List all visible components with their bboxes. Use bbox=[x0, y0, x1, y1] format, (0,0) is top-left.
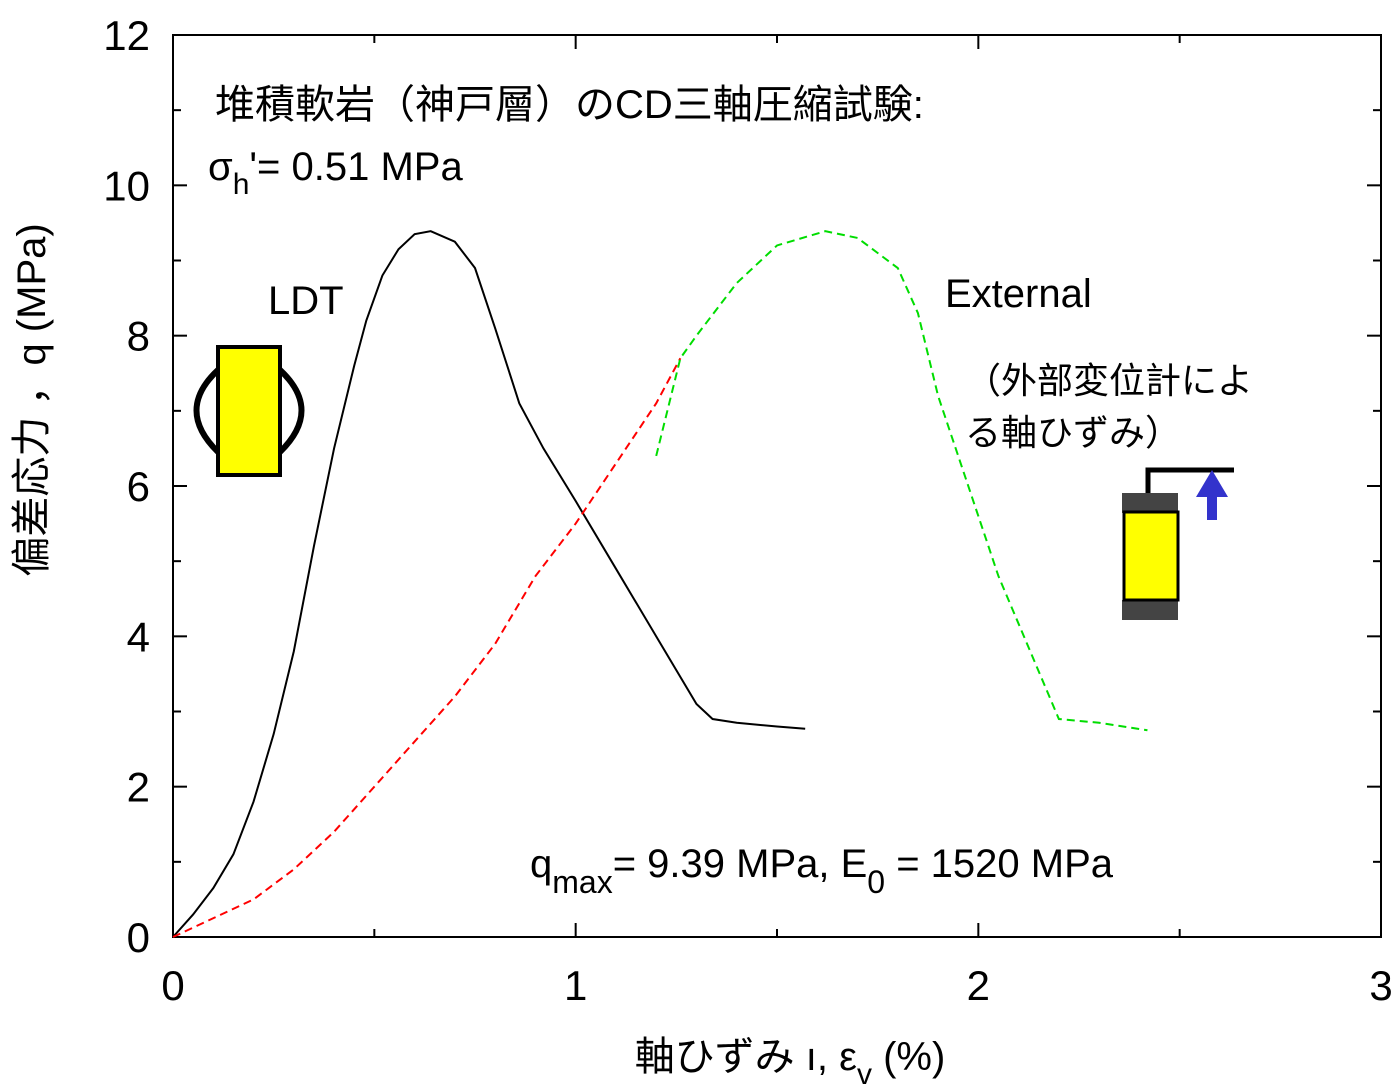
text: = 9.39 MPa, E bbox=[613, 842, 868, 886]
y-tick-label: 2 bbox=[127, 764, 150, 811]
x-tick-label: 0 bbox=[161, 962, 184, 1009]
annotation-sigma: σh'= 0.51 MPa bbox=[208, 145, 463, 201]
y-tick-label: 10 bbox=[103, 162, 150, 209]
series-label: External bbox=[945, 272, 1092, 316]
text: h bbox=[233, 168, 250, 201]
x-tick-label: 3 bbox=[1369, 962, 1392, 1009]
annotation-title: 堆積軟岩（神戸層）のCD三軸圧縮試験: bbox=[215, 83, 924, 127]
series-line bbox=[655, 230, 1148, 732]
annotation-result: qmax= 9.39 MPa, E0 = 1520 MPa bbox=[530, 842, 1114, 900]
text: 0 bbox=[867, 864, 885, 900]
text: '= 0.51 MPa bbox=[249, 145, 463, 189]
text: σ bbox=[208, 145, 233, 189]
text: (%) bbox=[872, 1035, 945, 1079]
y-tick-label: 0 bbox=[127, 914, 150, 961]
text: q bbox=[530, 842, 552, 886]
x-tick-label: 1 bbox=[564, 962, 587, 1009]
series-label: LDT bbox=[268, 279, 344, 323]
y-axis-label: 偏差応力 ，q (MPa) bbox=[10, 223, 54, 576]
x-tick-label: 2 bbox=[967, 962, 990, 1009]
y-tick-label: 12 bbox=[103, 12, 150, 59]
y-tick-label: 6 bbox=[127, 463, 150, 510]
annotation-note: る軸ひずみ） bbox=[965, 413, 1181, 454]
text: v bbox=[857, 1058, 872, 1088]
series-line bbox=[172, 230, 806, 938]
x-axis-label: 軸ひずみ ı, εv (%) bbox=[635, 1035, 946, 1088]
text: 軸ひずみ ı, ε bbox=[635, 1035, 857, 1079]
y-tick-label: 8 bbox=[127, 313, 150, 360]
y-tick-label: 4 bbox=[127, 613, 150, 660]
annotation-note: （外部変位計によ bbox=[965, 361, 1253, 402]
ldt-icon bbox=[193, 345, 305, 477]
external-icon bbox=[1122, 467, 1234, 620]
text: = 1520 MPa bbox=[885, 842, 1114, 886]
text: max bbox=[552, 864, 612, 900]
